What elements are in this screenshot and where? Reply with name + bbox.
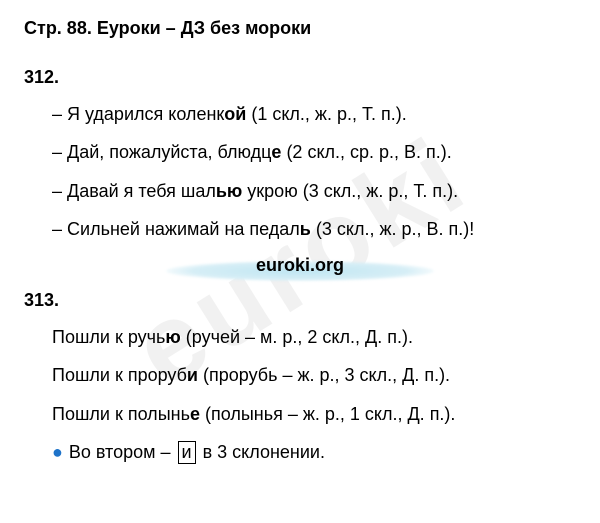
footer-pre: Во втором – [69, 442, 176, 462]
line-prefix: – Я ударился коленк [52, 104, 224, 124]
exercise-line: – Сильней нажимай на педаль (3 скл., ж. … [52, 217, 576, 241]
line-prefix: Пошли к проруб [52, 365, 187, 385]
line-bold: ю [165, 327, 180, 347]
line-suffix: укрою (3 скл., ж. р., Т. п.). [242, 181, 458, 201]
boxed-letter: и [178, 441, 196, 464]
line-suffix: (ручей – м. р., 2 скл., Д. п.). [181, 327, 413, 347]
exercise-line: Пошли к полынье (полынья – ж. р., 1 скл.… [52, 402, 576, 426]
bullet-icon: ● [52, 442, 63, 462]
brand-line: euroki.org [24, 255, 576, 276]
line-bold: ой [224, 104, 246, 124]
line-prefix: Пошли к ручь [52, 327, 165, 347]
line-suffix: (1 скл., ж. р., Т. п.). [246, 104, 406, 124]
exercise-line: – Я ударился коленкой (1 скл., ж. р., Т.… [52, 102, 576, 126]
line-bold: ь [300, 219, 311, 239]
exercise-line: Пошли к ручью (ручей – м. р., 2 скл., Д.… [52, 325, 576, 349]
line-suffix: (2 скл., ср. р., В. п.). [281, 142, 451, 162]
exercise-line: Пошли к проруби (прорубь – ж. р., 3 скл.… [52, 363, 576, 387]
line-bold: и [187, 365, 198, 385]
brand-text: euroki.org [256, 255, 344, 275]
document-page: Стр. 88. Еуроки – ДЗ без мороки 312. – Я… [0, 0, 600, 464]
line-bold: е [271, 142, 281, 162]
page-title: Стр. 88. Еуроки – ДЗ без мороки [24, 18, 576, 39]
footer-post: в 3 склонении. [198, 442, 325, 462]
line-prefix: Пошли к полынь [52, 404, 190, 424]
line-prefix: – Давай я тебя шал [52, 181, 216, 201]
exercise-line: – Давай я тебя шалью укрою (3 скл., ж. р… [52, 179, 576, 203]
line-prefix: – Сильней нажимай на педал [52, 219, 300, 239]
section-313-number: 313. [24, 290, 576, 311]
exercise-line: – Дай, пожалуйста, блюдце (2 скл., ср. р… [52, 140, 576, 164]
line-suffix: (прорубь – ж. р., 3 скл., Д. п.). [198, 365, 450, 385]
line-bold: ью [216, 181, 242, 201]
line-suffix: (3 скл., ж. р., В. п.)! [311, 219, 474, 239]
line-prefix: – Дай, пожалуйста, блюдц [52, 142, 271, 162]
line-suffix: (полынья – ж. р., 1 скл., Д. п.). [200, 404, 455, 424]
section-312-number: 312. [24, 67, 576, 88]
line-bold: е [190, 404, 200, 424]
footer-line: ● Во втором – и в 3 склонении. [52, 440, 576, 464]
